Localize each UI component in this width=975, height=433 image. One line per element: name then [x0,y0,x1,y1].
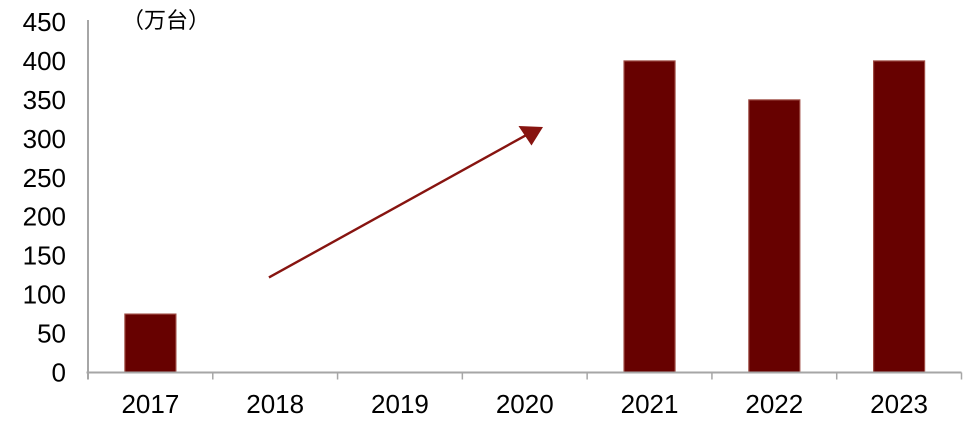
x-tick-label-2021: 2021 [621,389,679,419]
x-tick-label-2018: 2018 [246,389,304,419]
unit-label: （万台） [122,8,210,33]
y-tick-label-400: 400 [23,46,66,76]
y-tick-label-100: 100 [23,280,66,310]
y-tick-label-50: 50 [37,319,66,349]
x-tick-label-2023: 2023 [870,389,928,419]
axis-labels-layer: 0 50 100 150 200 250 300 350 400 450 2017 2018 2019 2… [23,7,928,419]
y-tick-label-200: 200 [23,202,66,232]
bar-2017 [124,313,177,374]
y-tick-label-300: 300 [23,124,66,154]
y-tick-label-250: 250 [23,163,66,193]
axes-layer [86,20,963,380]
trend-arrow-layer [268,126,543,279]
x-tick-label-2017: 2017 [121,389,179,419]
trend-arrow-line [268,132,530,279]
y-tick-label-0: 0 [52,358,66,388]
bar-2022 [748,99,801,374]
bar-2021 [623,60,676,374]
y-tick-label-450: 450 [23,7,66,37]
x-tick-label-2022: 2022 [745,389,803,419]
x-tick-label-2020: 2020 [496,389,554,419]
trend-arrow-head [518,126,543,146]
bar-2023 [873,60,926,374]
y-tick-label-150: 150 [23,241,66,271]
bars-layer [124,60,926,374]
y-tick-label-350: 350 [23,85,66,115]
x-tick-label-2019: 2019 [371,389,429,419]
